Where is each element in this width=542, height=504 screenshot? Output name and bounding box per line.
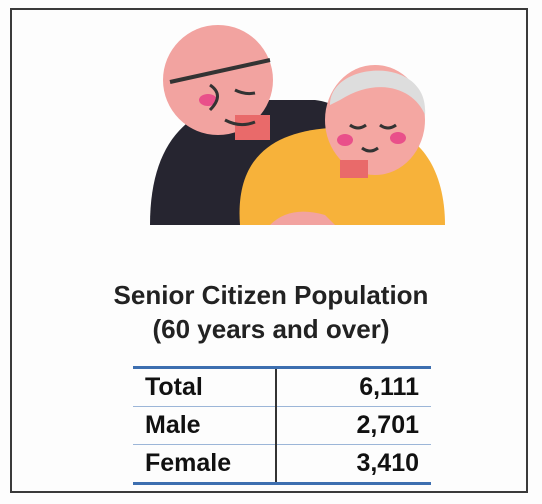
row-value: 2,701: [276, 407, 431, 445]
row-label: Total: [133, 368, 276, 407]
row-label: Female: [133, 445, 276, 484]
row-value: 3,410: [276, 445, 431, 484]
row-value: 6,111: [276, 368, 431, 407]
subtitle-line: (60 years and over): [0, 314, 542, 345]
row-label: Male: [133, 407, 276, 445]
page: Senior Citizen Population (60 years and …: [0, 0, 542, 504]
title-line: Senior Citizen Population: [0, 280, 542, 311]
illustration: [140, 20, 460, 235]
